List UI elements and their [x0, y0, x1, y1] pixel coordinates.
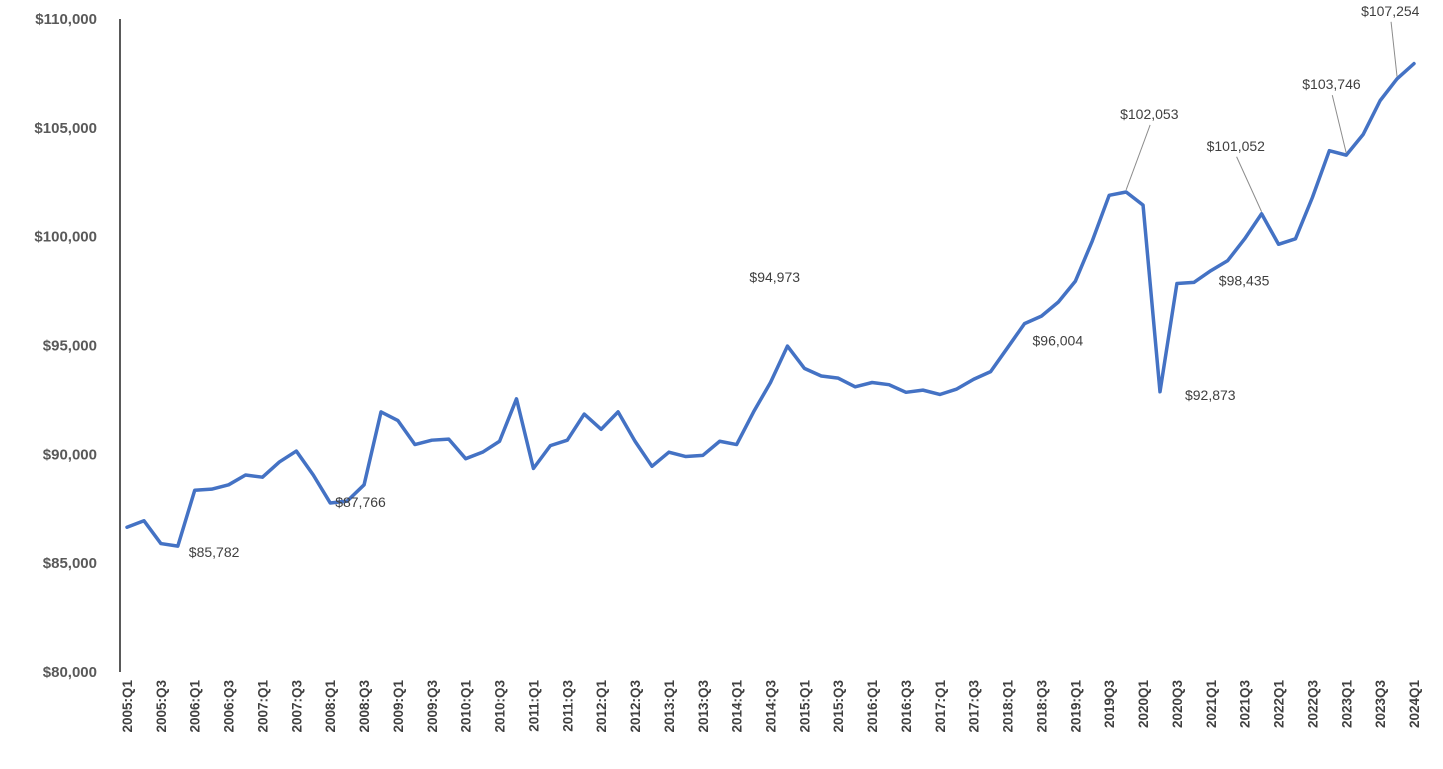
y-tick-label: $95,000	[43, 338, 97, 355]
data-label: $107,254	[1361, 3, 1420, 19]
data-label: $101,052	[1207, 138, 1266, 154]
x-axis-ticks: 2005:Q1 2005:Q3 2006:Q1 2006:Q3 2007:Q1 2007:…	[120, 680, 1422, 733]
x-tick-label: 2010:Q1	[459, 680, 474, 733]
x-tick-label: 2011:Q1	[526, 680, 541, 732]
x-tick-label: 2009:Q3	[425, 680, 440, 733]
x-tick-label: 2010:Q3	[493, 680, 508, 733]
data-label-leader	[1331, 95, 1347, 154]
x-tick-label: 2015:Q1	[797, 680, 812, 733]
x-tick-label: 2006:Q3	[222, 680, 237, 733]
series-line	[125, 61, 1416, 548]
data-label: $98,435	[1219, 273, 1270, 289]
data-label: $102,053	[1120, 106, 1179, 122]
x-tick-label: 2020Q1	[1136, 680, 1151, 729]
data-label-leader	[1390, 21, 1398, 77]
x-tick-label: 2019Q3	[1102, 680, 1117, 729]
data-labels: $85,782 $87,766 $94,973 $96,004 $102,053 $92,…	[189, 3, 1420, 560]
x-tick-label: 2013:Q1	[662, 680, 677, 733]
y-tick-label: $80,000	[43, 664, 97, 681]
x-tick-label: 2024Q1	[1407, 680, 1422, 729]
x-tick-label: 2007:Q3	[289, 680, 304, 733]
y-tick-label: $105,000	[34, 120, 97, 137]
x-tick-label: 2023Q1	[1339, 680, 1354, 729]
x-tick-label: 2022Q1	[1272, 680, 1287, 729]
data-label: $85,782	[189, 544, 240, 560]
x-tick-label: 2016:Q3	[899, 680, 914, 733]
x-tick-label: 2008:Q3	[357, 680, 372, 733]
y-axis-ticks: $80,000 $85,000 $90,000 $95,000 $100,000 $105…	[34, 11, 97, 681]
x-tick-label: 2020Q3	[1170, 680, 1185, 729]
data-label: $92,873	[1185, 387, 1236, 403]
data-label: $96,004	[1033, 333, 1084, 349]
x-tick-label: 2017:Q3	[967, 680, 982, 733]
x-tick-label: 2011:Q3	[560, 680, 575, 732]
x-tick-label: 2017:Q1	[933, 680, 948, 733]
y-tick-label: $85,000	[43, 555, 97, 572]
data-label-leader	[1125, 124, 1151, 191]
data-label-leader	[1236, 156, 1263, 212]
data-label: $94,973	[749, 269, 800, 285]
x-tick-label: 2007:Q1	[255, 680, 270, 733]
y-tick-label: $90,000	[43, 446, 97, 463]
x-tick-label: 2018:Q1	[1001, 680, 1016, 733]
x-tick-label: 2014:Q1	[730, 680, 745, 733]
x-tick-label: 2021Q3	[1238, 680, 1253, 729]
y-tick-label: $100,000	[34, 229, 97, 246]
x-tick-label: 2008:Q1	[323, 680, 338, 733]
x-tick-label: 2021Q1	[1204, 680, 1219, 729]
x-tick-label: 2005:Q1	[120, 680, 135, 733]
x-tick-label: 2009:Q1	[391, 680, 406, 733]
x-tick-label: 2022Q3	[1305, 680, 1320, 729]
x-tick-label: 2018:Q3	[1034, 680, 1049, 733]
x-tick-label: 2015:Q3	[831, 680, 846, 733]
x-tick-label: 2016:Q1	[865, 680, 880, 733]
x-tick-label: 2013:Q3	[696, 680, 711, 733]
x-tick-label: 2006:Q1	[188, 680, 203, 733]
x-tick-label: 2012:Q3	[628, 680, 643, 733]
y-tick-label: $110,000	[35, 11, 97, 28]
x-tick-label: 2019:Q1	[1068, 680, 1083, 733]
data-label: $103,746	[1302, 76, 1361, 92]
x-tick-label: 2012:Q1	[594, 680, 609, 733]
x-tick-label: 2014:Q3	[764, 680, 779, 733]
data-label: $87,766	[335, 494, 386, 510]
x-tick-label: 2023Q3	[1373, 680, 1388, 729]
x-tick-label: 2005:Q3	[154, 680, 169, 733]
